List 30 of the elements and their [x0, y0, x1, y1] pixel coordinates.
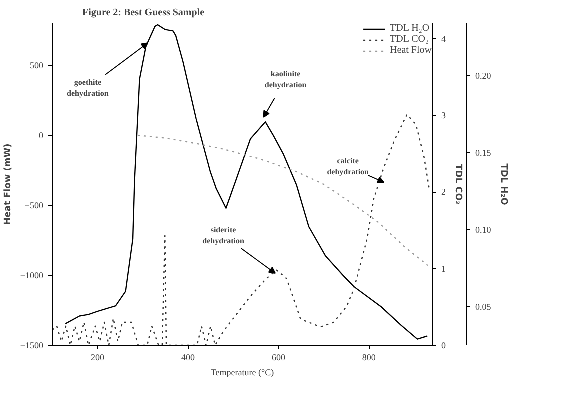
y-tick-label: 0: [39, 130, 44, 140]
y-tick-label: −1000: [20, 270, 44, 280]
y2-tick-label: 3: [442, 110, 446, 120]
y-tick-label: −1500: [20, 340, 44, 350]
y3-tick-label: 0.15: [476, 148, 492, 158]
y2-tick-label: 1: [442, 264, 446, 274]
annotation: calcite dehydration: [327, 156, 370, 176]
x-tick-label: 800: [362, 352, 376, 362]
y2-tick-label: 2: [442, 187, 446, 198]
y2-axis-title: TDL CO₂: [453, 164, 463, 205]
annotation: kaolinite dehydration: [264, 70, 308, 90]
y-tick-label: 500: [30, 60, 44, 70]
x-tick-label: 400: [181, 352, 196, 362]
annotation: siderite dehydration: [202, 226, 245, 246]
legend-label: TDL H₂O: [390, 23, 430, 34]
y2-tick-label: 4: [442, 34, 446, 44]
y-axis-title: Heat Flow (mW): [3, 144, 14, 226]
chart-title: Figure 2: Best Guess Sample: [82, 8, 206, 18]
y3-tick-label: 0.20: [476, 70, 492, 81]
y3-tick-label: 0.10: [476, 224, 492, 235]
y3-axis-title: TDL H₂O: [498, 164, 508, 206]
x-tick-label: 600: [272, 352, 286, 362]
y3-tick-label: 0.05: [476, 302, 492, 312]
annotation: goethite dehydration: [67, 78, 110, 98]
legend-label: TDL CO₂: [390, 34, 429, 45]
legend-label: Heat Flow: [390, 45, 432, 56]
y-tick-label: −500: [24, 200, 44, 210]
y2-tick-label: 0: [442, 340, 446, 350]
x-axis-title: Temperature (°C): [210, 368, 274, 378]
x-tick-label: 200: [90, 352, 105, 362]
